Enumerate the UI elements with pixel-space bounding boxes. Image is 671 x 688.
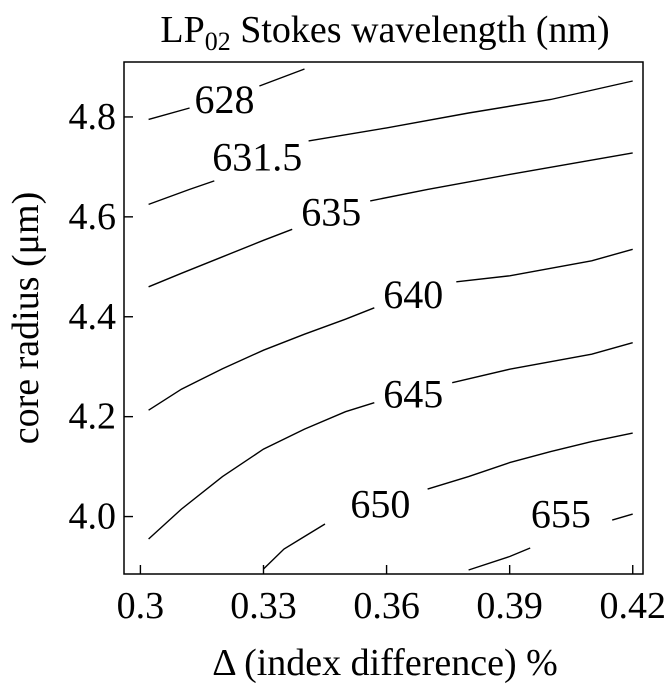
x-tick-label: 0.36 [353,585,420,627]
chart-title: LP02 Stokes wavelength (nm) [160,9,609,56]
contour-line-655-seg-1 [612,513,633,521]
contour-label-655: 655 [531,492,591,537]
contour-line-650-seg-1 [427,432,633,490]
contour-line-655-seg-0 [468,547,531,571]
contour-line-635-seg-0 [148,228,293,288]
contour-label-631.5: 631.5 [212,134,302,179]
plot-frame [123,61,644,575]
title-subscript: 02 [205,27,231,56]
contour-label-628: 628 [195,77,255,122]
contour-line-645-seg-1 [452,342,633,384]
x-tick-label: 0.42 [599,585,666,627]
x-tick-label: 0.39 [476,585,543,627]
y-axis-ticks: 4.0 4.2 4.4 4.6 4.8 [69,96,133,538]
title-rest: Stokes wavelength (nm) [231,9,610,51]
contour-label-635: 635 [301,189,361,234]
y-tick-label: 4.8 [69,96,117,138]
contour-lines [148,68,633,571]
contour-line-628-seg-1 [259,68,305,87]
y-tick-label: 4.2 [69,396,117,438]
contour-line-650-seg-0 [263,523,326,570]
contour-labels: 628 631.5 635 640 645 650 655 [195,77,591,537]
y-tick-label: 4.0 [69,496,117,538]
contour-line-645-seg-0 [148,402,375,540]
x-tick-label: 0.33 [230,585,297,627]
contour-line-635-seg-1 [370,152,633,202]
contour-line-631.5-seg-0 [148,180,215,206]
contour-line-640-seg-0 [148,307,375,411]
contour-line-628-seg-0 [148,107,190,121]
y-tick-label: 4.6 [69,196,117,238]
title-main: LP [160,9,204,51]
contour-label-640: 640 [383,272,443,317]
contour-label-650: 650 [350,482,410,527]
x-axis-label: Δ (index difference) % [212,642,558,684]
contour-line-640-seg-1 [456,248,633,283]
x-tick-label: 0.3 [117,585,165,627]
contour-label-645: 645 [383,372,443,417]
contour-line-631.5-seg-1 [308,80,633,142]
y-axis-label: core radius (μm) [5,192,47,445]
y-tick-label: 4.4 [69,296,117,338]
x-axis-ticks: 0.3 0.33 0.36 0.39 0.42 [117,565,666,627]
